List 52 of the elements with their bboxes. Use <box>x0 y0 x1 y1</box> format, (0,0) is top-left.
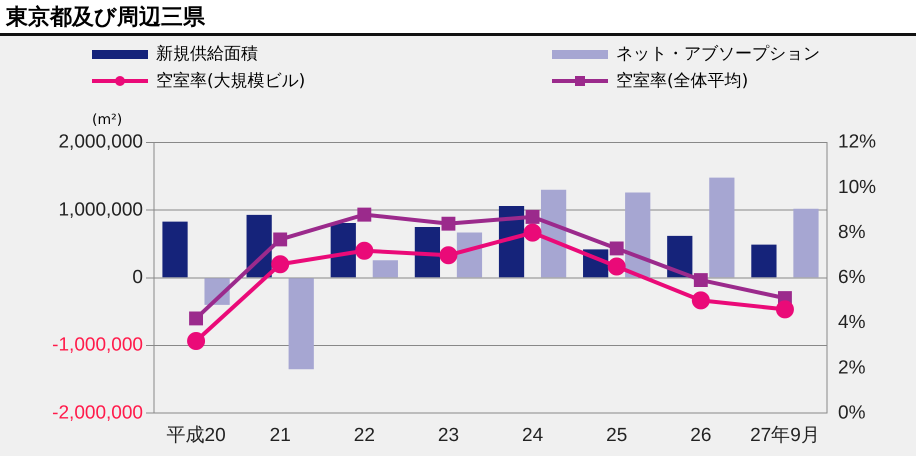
point <box>441 216 456 231</box>
bar <box>288 278 314 370</box>
point <box>439 246 458 264</box>
y2-tick-label: 6% <box>838 267 866 288</box>
x-tick-label: 26 <box>690 424 712 446</box>
y2-tick-label: 10% <box>838 176 876 198</box>
y-tick-label: 1,000,000 <box>58 199 143 220</box>
y2-tick-label: 4% <box>838 312 866 334</box>
legend-label: 空室率(大規模ビル) <box>156 70 306 92</box>
y2-tick-label: 8% <box>838 222 866 243</box>
x-tick-label: 23 <box>438 424 460 446</box>
point <box>776 300 794 318</box>
chart-title: 東京都及び周辺三県 <box>0 0 916 36</box>
y-tick-label: -1,000,000 <box>52 334 143 356</box>
y-tick-label: 0 <box>132 267 143 288</box>
bar <box>667 236 692 278</box>
point <box>694 273 708 288</box>
bar <box>162 222 188 278</box>
x-tick-label: 平成20 <box>166 424 226 446</box>
bar <box>793 208 819 278</box>
bar <box>709 178 734 278</box>
bar <box>625 192 650 278</box>
point <box>610 242 624 256</box>
point <box>526 210 540 224</box>
y2-tick-label: 2% <box>838 357 866 378</box>
legend-label: 新規供給面積 <box>156 43 258 65</box>
bar <box>414 227 440 278</box>
legend-label: 空室率(全体平均) <box>616 70 748 92</box>
y-tick-label: 2,000,000 <box>58 132 143 153</box>
y2-tick-label: 12% <box>838 132 876 153</box>
point <box>524 224 542 242</box>
y-axis-title: (m²) <box>92 112 122 128</box>
bar <box>751 244 777 278</box>
x-tick-label: 21 <box>270 424 291 446</box>
point <box>271 255 290 274</box>
bar <box>372 260 398 278</box>
point <box>355 242 374 260</box>
point <box>608 258 626 276</box>
point <box>692 291 710 310</box>
point <box>189 311 204 326</box>
point <box>187 332 206 350</box>
y-tick-label: -2,000,000 <box>52 402 143 424</box>
x-tick-label: 25 <box>606 424 628 446</box>
bar <box>330 222 356 278</box>
x-tick-label: 22 <box>354 424 375 446</box>
point <box>273 232 288 246</box>
legend-label: ネット・アブソープション <box>616 43 820 65</box>
y2-tick-label: 0% <box>838 402 866 424</box>
x-tick-label: 24 <box>522 424 544 446</box>
x-tick-label: 27年9月 <box>750 424 820 446</box>
bar <box>456 232 482 278</box>
point <box>357 208 372 222</box>
